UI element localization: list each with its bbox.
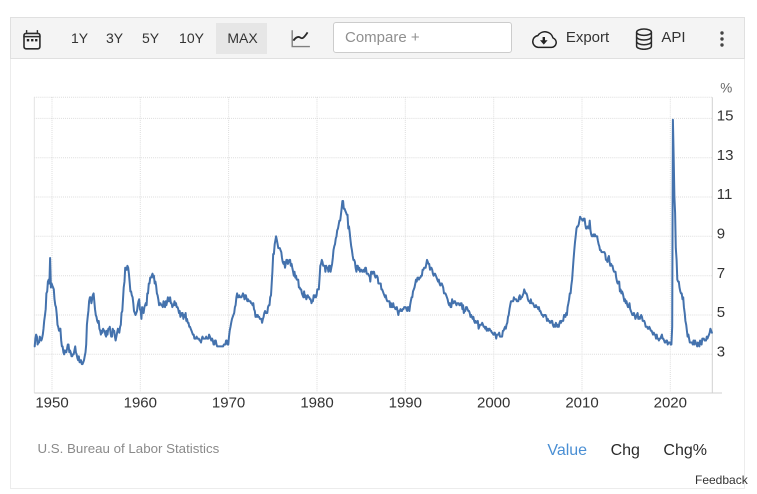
svg-text:1960: 1960 — [124, 395, 157, 412]
svg-text:7: 7 — [717, 265, 725, 282]
svg-text:2000: 2000 — [477, 395, 510, 412]
svg-text:13: 13 — [717, 147, 734, 164]
svg-text:11: 11 — [717, 186, 733, 203]
svg-text:1950: 1950 — [35, 395, 68, 412]
svg-text:15: 15 — [717, 108, 734, 125]
svg-text:2010: 2010 — [565, 395, 598, 412]
svg-text:1970: 1970 — [212, 395, 245, 412]
svg-text:2020: 2020 — [654, 395, 687, 412]
svg-text:9: 9 — [717, 225, 725, 242]
svg-text:%: % — [720, 80, 732, 95]
svg-text:1990: 1990 — [389, 395, 422, 412]
svg-text:1980: 1980 — [300, 395, 333, 412]
svg-text:3: 3 — [717, 343, 725, 360]
svg-text:5: 5 — [717, 304, 725, 321]
